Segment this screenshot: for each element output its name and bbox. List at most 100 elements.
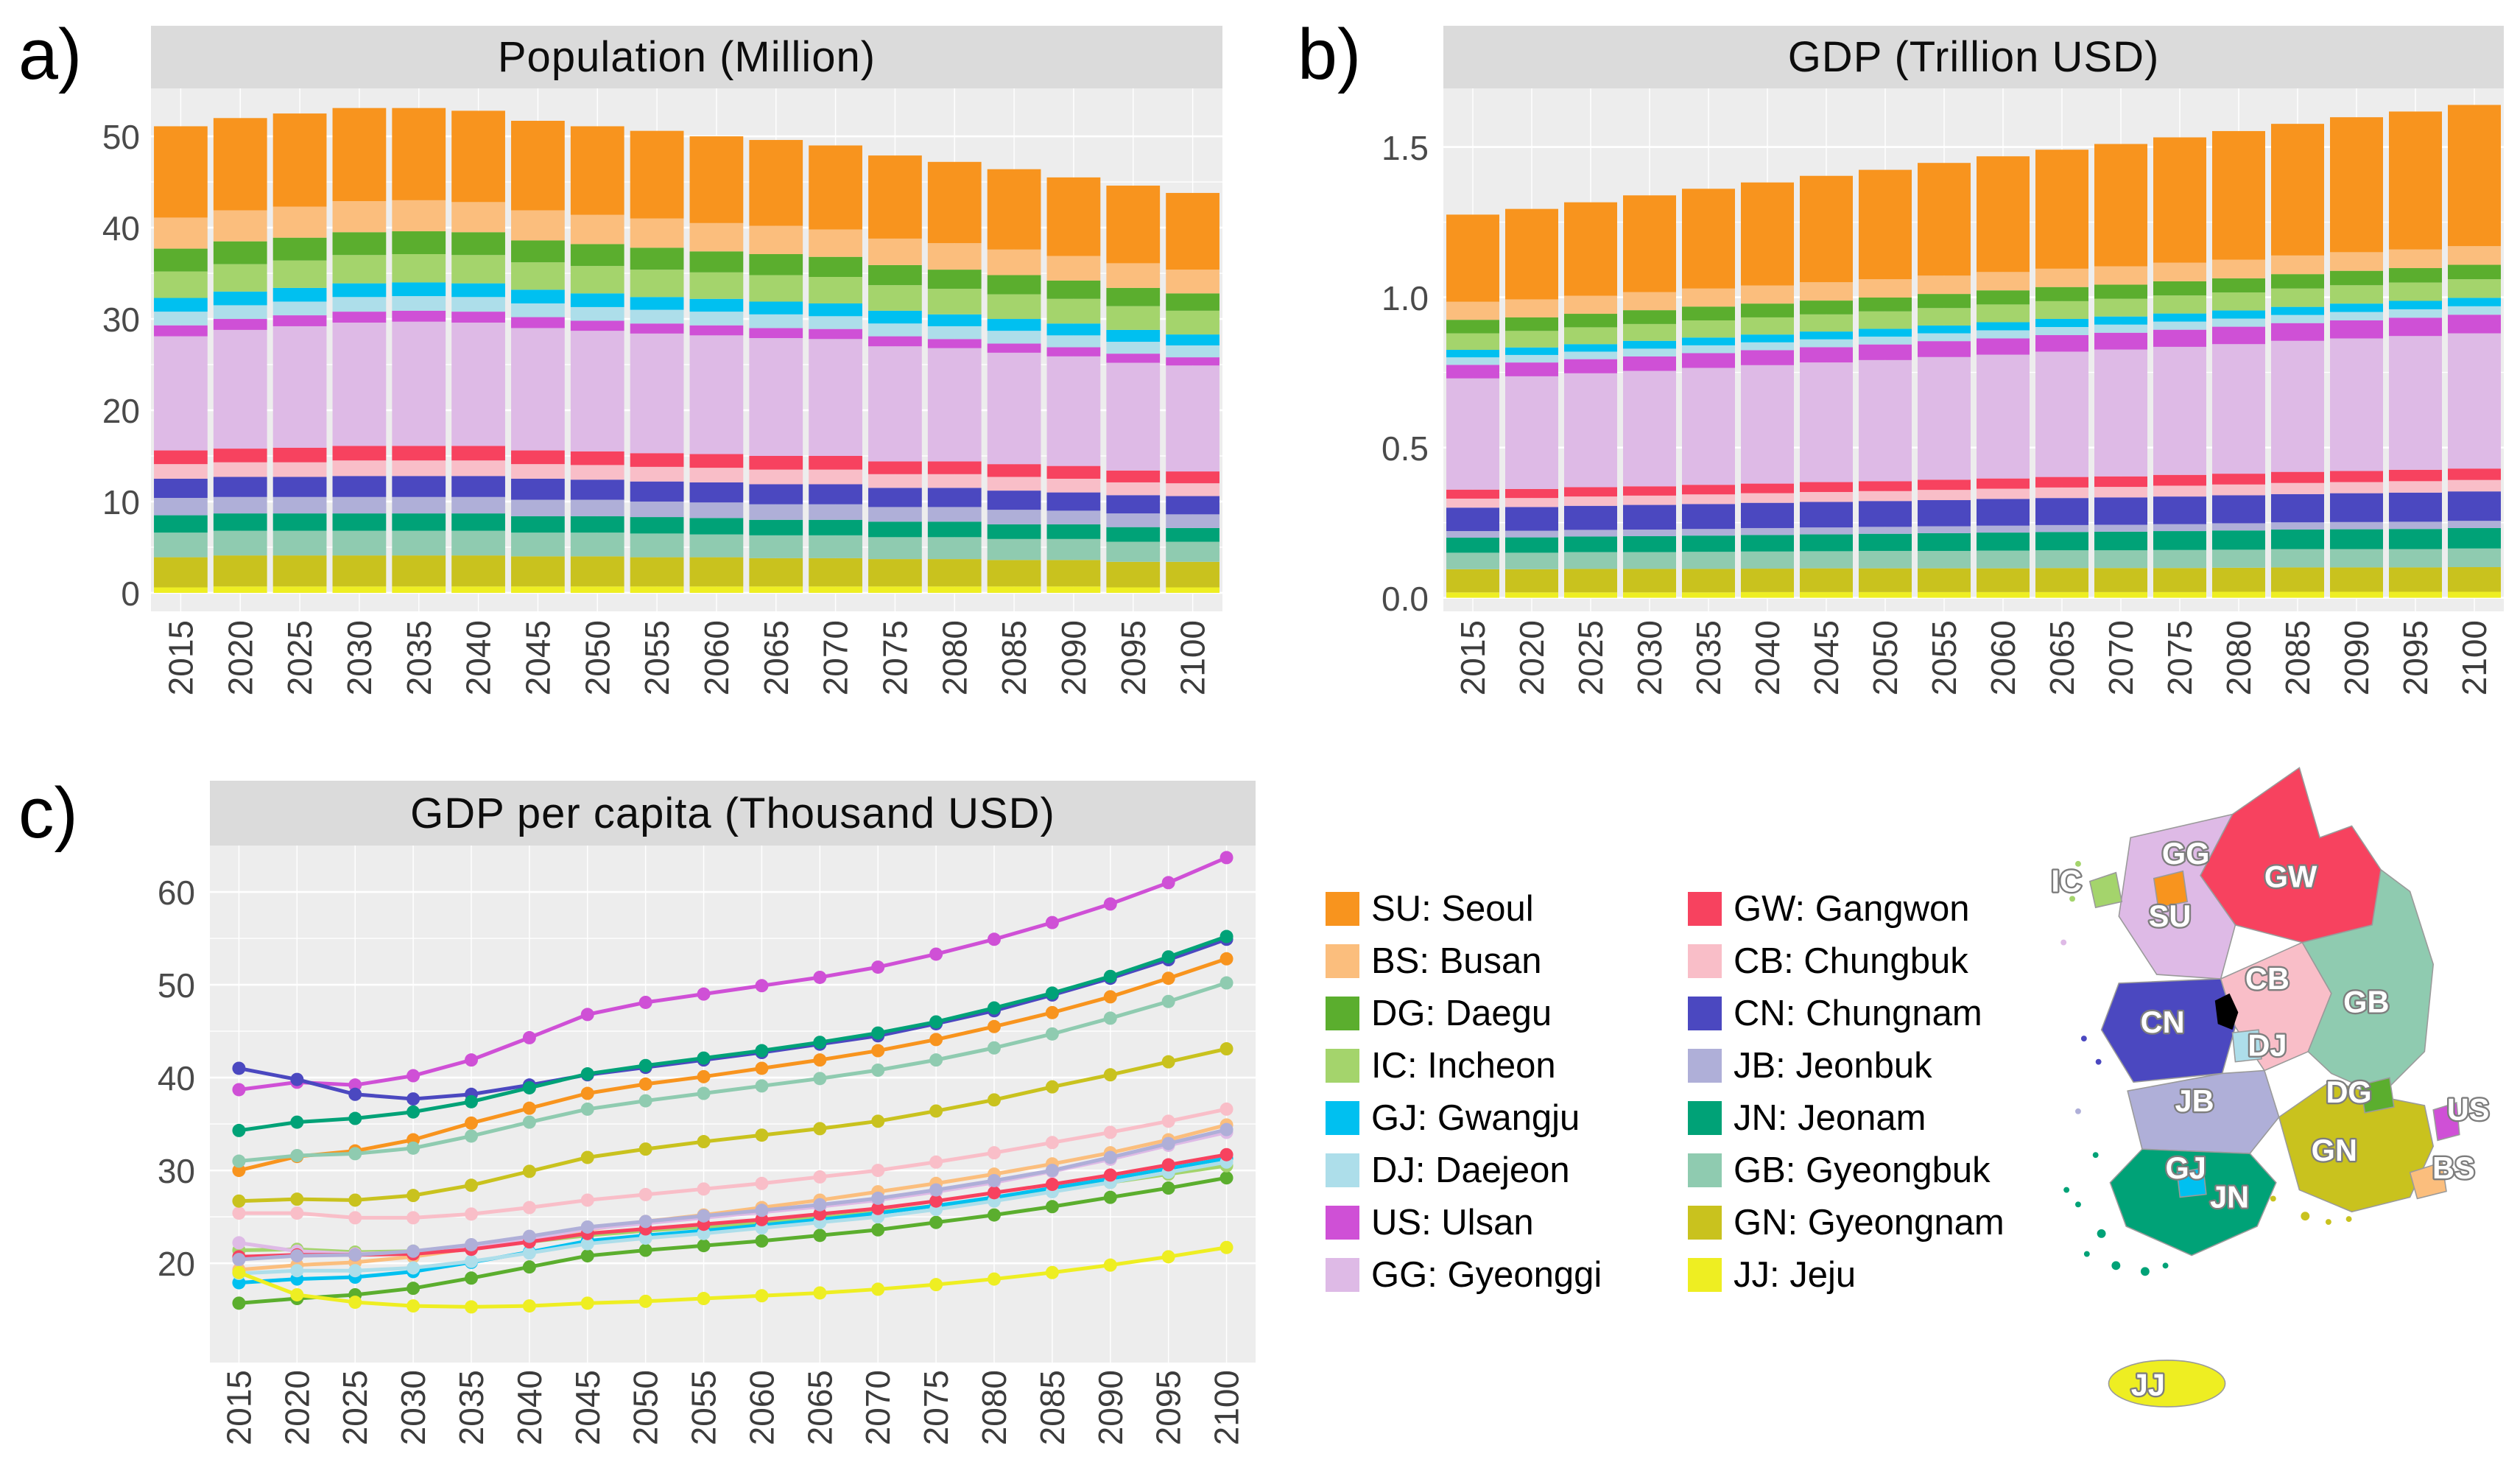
bar-segment-CB [2389, 481, 2442, 493]
data-point-JJ [465, 1300, 478, 1314]
bar-segment-GG [1046, 356, 1101, 466]
bar-segment-DJ [213, 305, 267, 320]
bar-segment-GJ [1859, 328, 1912, 337]
bar-segment-CB [1977, 488, 2030, 499]
map-label-JN: JN [2210, 1179, 2249, 1214]
bar-segment-JB [570, 499, 624, 516]
bar-segment-CB [2271, 482, 2324, 494]
bar-segment-GB [154, 533, 208, 558]
data-point-DG [813, 1229, 827, 1243]
bar-segment-GW [332, 446, 387, 461]
bar-segment-US [2448, 314, 2501, 334]
data-point-CB [465, 1207, 478, 1221]
bar-segment-GN [630, 557, 684, 587]
legend-label-CB: CB: Chungbuk [1734, 941, 1968, 981]
bar-segment-JB [809, 504, 862, 520]
bar-segment-JN [332, 513, 387, 531]
data-point-GB [988, 1041, 1001, 1055]
bar-segment-CN [630, 481, 684, 502]
data-point-GN [813, 1122, 827, 1136]
y-tick-label: 1.0 [1382, 278, 1429, 317]
x-tick-label: 2045 [569, 1370, 607, 1445]
y-tick-label: 10 [102, 482, 140, 521]
panel-a-letter: a) [18, 14, 82, 94]
data-point-SU [813, 1053, 827, 1067]
population-chart-title: Population (Million) [151, 26, 1222, 88]
bar-segment-GW [392, 446, 446, 461]
data-point-JN [465, 1094, 478, 1108]
bar-segment-JJ [392, 586, 446, 593]
bar-segment-GW [1623, 486, 1676, 496]
bar-segment-JJ [2094, 591, 2147, 598]
data-point-JB [580, 1220, 594, 1234]
data-point-US [465, 1053, 478, 1067]
data-point-GN [290, 1192, 304, 1206]
bar-segment-US [1977, 338, 2030, 355]
bar-segment-JN [809, 519, 862, 535]
legend-label-IC: IC: Incheon [1371, 1046, 1556, 1086]
bar-segment-IC [570, 266, 624, 294]
bar-segment-US [1623, 356, 1676, 371]
bar-segment-GN [868, 559, 922, 587]
bar-segment-DJ [1046, 335, 1101, 348]
bar-segment-CN [2212, 495, 2265, 524]
bar-segment-JN [1046, 524, 1101, 539]
bar-segment-DJ [2035, 326, 2088, 336]
legend-item-GJ: GJ: Gwangju [1326, 1097, 1580, 1139]
bar-segment-SU [1505, 208, 1558, 300]
bar-segment-GJ [332, 283, 387, 298]
bar-segment-BS [2094, 266, 2147, 285]
data-point-US [755, 979, 769, 993]
bar-segment-JN [2035, 532, 2088, 551]
bar-segment-GB [2330, 549, 2383, 568]
line-series-JJ [236, 1245, 1229, 1309]
data-point-JJ [929, 1278, 943, 1292]
y-tick-label: 30 [102, 301, 140, 340]
bar-segment-IC [749, 275, 803, 302]
bar-segment-JN [1505, 537, 1558, 553]
data-point-CN [406, 1092, 420, 1106]
data-point-SU [232, 1164, 246, 1178]
bar-segment-DG [1166, 293, 1219, 311]
map-region-sejong [2214, 993, 2239, 1030]
bar-segment-JN [154, 515, 208, 533]
data-point-JN [929, 1015, 943, 1029]
bar-segment-SU [2389, 111, 2442, 250]
bar-segment-GG [987, 352, 1041, 465]
bar-segment-GN [2448, 567, 2501, 592]
data-point-US [522, 1030, 536, 1044]
data-point-JB [988, 1173, 1001, 1187]
bar-segment-GJ [392, 282, 446, 297]
bar-segment-DJ [927, 326, 982, 340]
bar-segment-GJ [987, 319, 1041, 331]
bar-segment-JN [1106, 527, 1161, 542]
y-tick-label: 20 [157, 1245, 195, 1284]
data-point-JJ [1045, 1265, 1059, 1279]
bar-segment-US [809, 328, 862, 340]
bar-segment-IC [809, 277, 862, 303]
data-point-GW [1103, 1168, 1117, 1182]
bar-segment-CB [2094, 487, 2147, 498]
data-point-DG [755, 1234, 769, 1248]
bar-segment-JN [511, 516, 565, 533]
x-tick-label: 2035 [400, 620, 438, 695]
data-point-JJ [755, 1289, 769, 1303]
bar-segment-GG [2389, 336, 2442, 470]
bar-segment-DJ [689, 312, 744, 326]
data-point-JN [638, 1058, 652, 1072]
data-point-JN [1103, 969, 1117, 983]
bar-segment-JJ [2153, 591, 2206, 598]
bar-segment-CN [1977, 499, 2030, 526]
bar-segment-GB [1741, 551, 1794, 569]
bar-segment-CN [1859, 501, 1912, 527]
bar-segment-GJ [2271, 306, 2324, 315]
data-point-JB [522, 1229, 536, 1243]
bar-segment-US [392, 310, 446, 322]
data-point-GB [755, 1079, 769, 1093]
bar-segment-DJ [1505, 354, 1558, 363]
bar-segment-SU [1918, 163, 1971, 276]
bar-segment-GN [2271, 567, 2324, 592]
bar-segment-GJ [809, 303, 862, 317]
bar-segment-GW [451, 446, 505, 461]
x-tick-label: 2085 [995, 620, 1033, 695]
